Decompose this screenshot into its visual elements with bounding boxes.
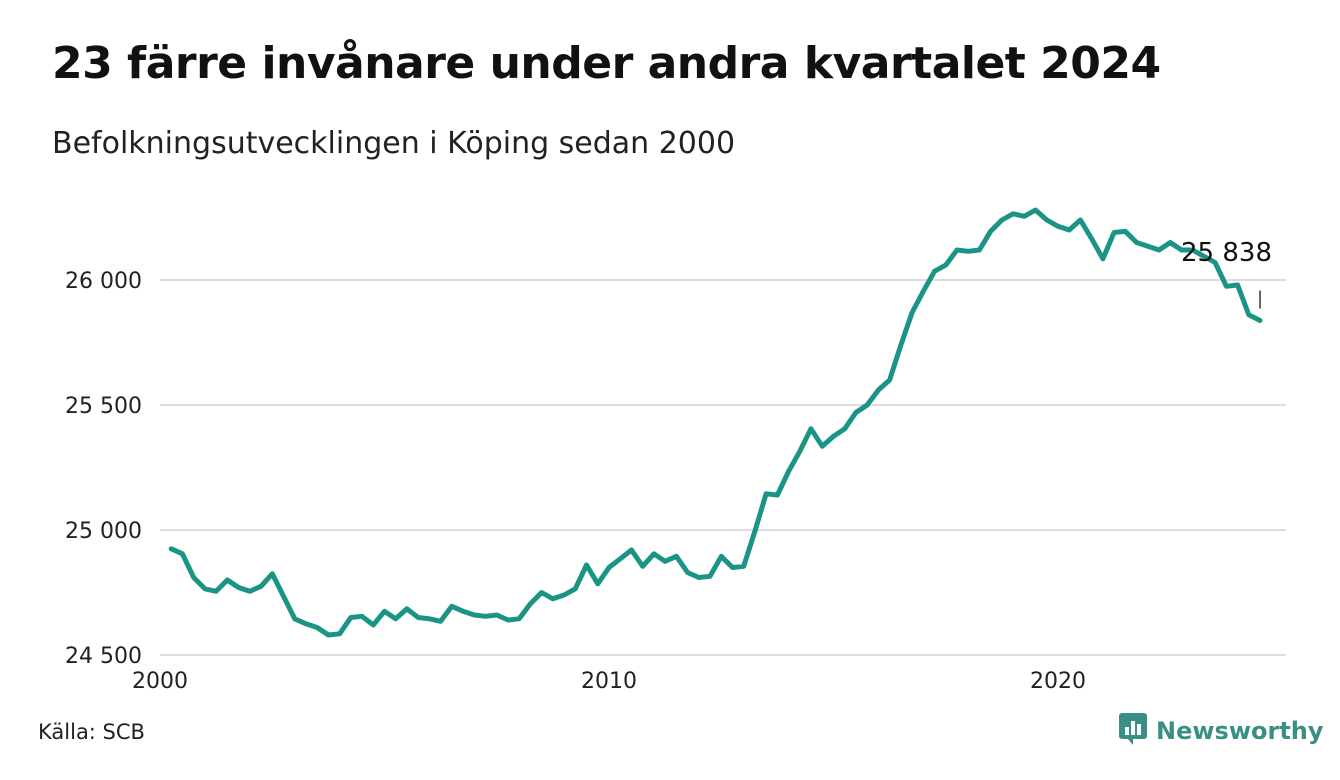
x-tick-label: 2000 bbox=[132, 669, 188, 694]
population-line bbox=[168, 207, 1263, 638]
x-tick-label: 2010 bbox=[581, 669, 637, 694]
series-layer bbox=[168, 207, 1263, 638]
y-tick-label: 25 000 bbox=[65, 519, 142, 544]
newsworthy-brand: Newsworthy bbox=[1118, 712, 1324, 750]
newsworthy-logo-icon bbox=[1118, 712, 1148, 750]
grid-lines bbox=[160, 279, 1286, 656]
y-tick-label: 26 000 bbox=[65, 269, 142, 294]
annotation-label: 25 838 bbox=[1181, 238, 1272, 268]
chart-subtitle: Befolkningsutvecklingen i Köping sedan 2… bbox=[52, 126, 736, 161]
y-tick-label: 24 500 bbox=[65, 644, 142, 669]
y-axis-ticks: 24 500 25 000 25 500 26 000 bbox=[65, 269, 142, 669]
y-tick-label: 25 500 bbox=[65, 394, 142, 419]
x-axis-ticks: 2000 2010 2020 bbox=[132, 669, 1086, 694]
source-note: Källa: SCB bbox=[38, 720, 145, 744]
chart-title: 23 färre invånare under andra kvartalet … bbox=[52, 38, 1161, 89]
newsworthy-brand-name: Newsworthy bbox=[1156, 717, 1324, 745]
x-tick-label: 2020 bbox=[1030, 669, 1086, 694]
annotation-layer: 25 838 bbox=[1181, 238, 1272, 309]
